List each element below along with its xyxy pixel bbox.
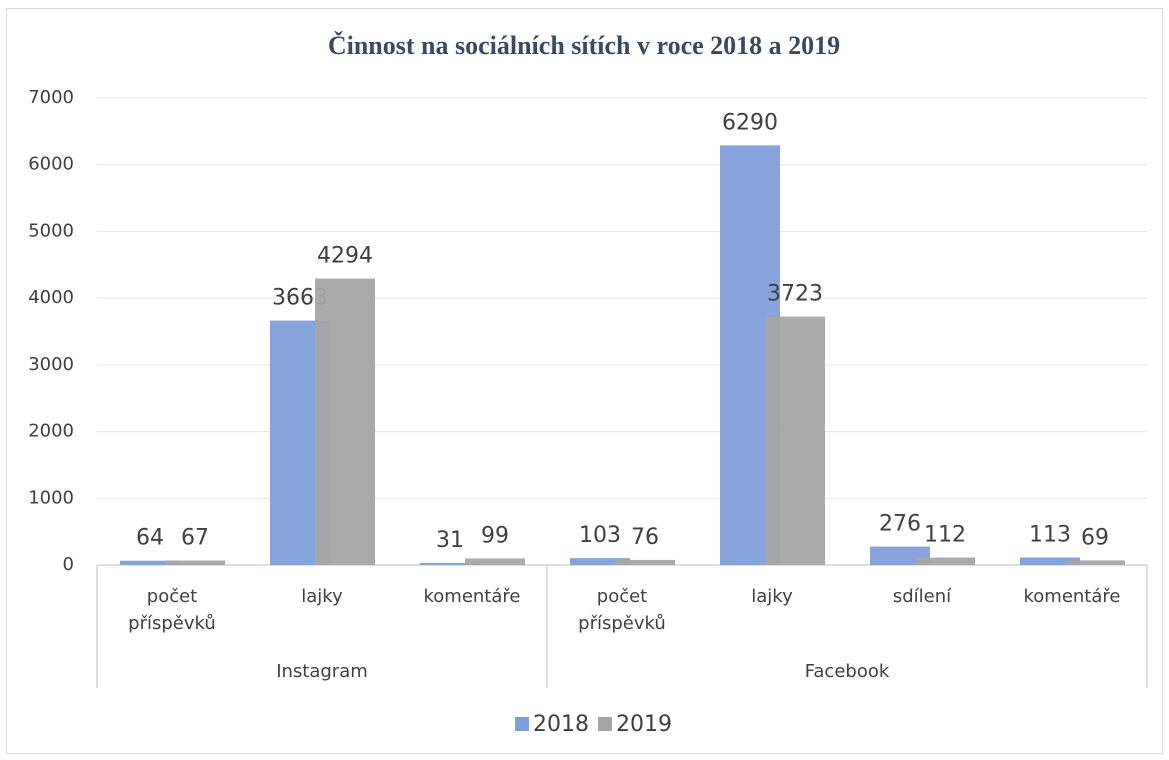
data-label: 67 (181, 526, 209, 551)
data-label: 276 (879, 512, 921, 537)
legend-label: 2019 (616, 712, 672, 737)
bar (1020, 557, 1080, 565)
data-label: 113 (1029, 522, 1071, 547)
y-tick-label: 3000 (28, 354, 74, 375)
group-label: Facebook (805, 661, 890, 682)
bar (570, 558, 630, 565)
x-tick-label: lajky (301, 586, 343, 607)
bar (165, 560, 225, 565)
legend-label: 2018 (533, 712, 589, 737)
data-label: 112 (924, 523, 966, 548)
x-tick-label: komentáře (1023, 586, 1121, 607)
data-label: 76 (631, 525, 659, 550)
data-label: 64 (136, 526, 164, 551)
x-tick-label: lajky (751, 586, 793, 607)
data-label: 69 (1081, 525, 1109, 550)
y-tick-label: 4000 (28, 287, 74, 308)
y-tick-label: 7000 (28, 87, 74, 108)
y-tick-label: 0 (63, 554, 74, 575)
chart-title: Činnost na sociálních sítích v roce 2018… (328, 31, 840, 60)
bar (915, 557, 975, 565)
y-tick-label: 6000 (28, 154, 74, 175)
data-label: 4294 (317, 244, 373, 269)
x-tick-label: sdílení (892, 586, 952, 607)
y-tick-label: 5000 (28, 220, 74, 241)
chart-border (6, 8, 1163, 754)
bar (1065, 560, 1125, 565)
data-label: 3723 (767, 282, 823, 307)
x-tick-label: počet příspěvků (128, 586, 216, 634)
data-label: 6290 (722, 110, 778, 135)
group-label: Instagram (276, 661, 368, 682)
bar (615, 559, 675, 565)
y-tick-label: 1000 (28, 487, 74, 508)
data-label: 31 (436, 528, 464, 553)
bar (315, 278, 375, 565)
data-label: 99 (481, 523, 509, 548)
data-label: 103 (579, 523, 621, 548)
x-tick-label: komentáře (423, 586, 521, 607)
bar (465, 558, 525, 565)
x-tick-label: počet příspěvků (578, 586, 666, 634)
legend-swatch (515, 717, 529, 731)
bar (420, 562, 480, 565)
bar (765, 316, 825, 565)
y-tick-label: 2000 (28, 421, 74, 442)
legend-swatch (598, 717, 612, 731)
bar (120, 560, 180, 565)
